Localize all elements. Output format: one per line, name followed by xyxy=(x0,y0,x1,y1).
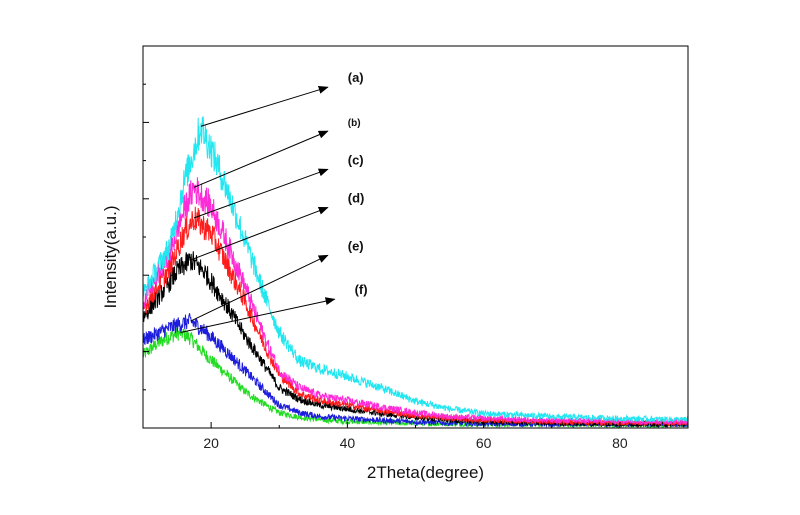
callout-arrow-f xyxy=(180,297,336,333)
x-tick-label: 20 xyxy=(203,435,219,451)
callout-label-e: (e) xyxy=(348,238,364,253)
callout-label-f: (f) xyxy=(355,282,368,297)
series-line-a xyxy=(142,116,689,424)
series-line-e xyxy=(142,313,689,429)
x-tick-label: 80 xyxy=(612,435,628,451)
y-axis-title: Intensity(a.u.) xyxy=(101,206,120,309)
callout-arrow-d xyxy=(190,207,329,261)
callout-arrow-c xyxy=(193,168,329,219)
callout-arrow-a xyxy=(200,86,329,127)
series-group xyxy=(142,116,689,430)
callout-group: (a) (b) (c) (d) (e) (f) xyxy=(180,70,368,333)
callout-label-c: (c) xyxy=(348,152,364,167)
series-line-b xyxy=(142,177,689,427)
callout-label-a: (a) xyxy=(348,70,364,85)
callout-label-b: (b) xyxy=(348,118,361,129)
callout-arrow-b xyxy=(193,130,329,188)
axes-group: 20 40 60 80 2Theta(degree) Intensity(a.u.) xyxy=(101,45,689,482)
callout-arrow-e xyxy=(190,254,329,322)
callout-label-d: (d) xyxy=(348,191,365,206)
x-tick-label: 40 xyxy=(340,435,356,451)
x-axis-title: 2Theta(degree) xyxy=(367,463,484,482)
x-tick-label: 60 xyxy=(476,435,492,451)
